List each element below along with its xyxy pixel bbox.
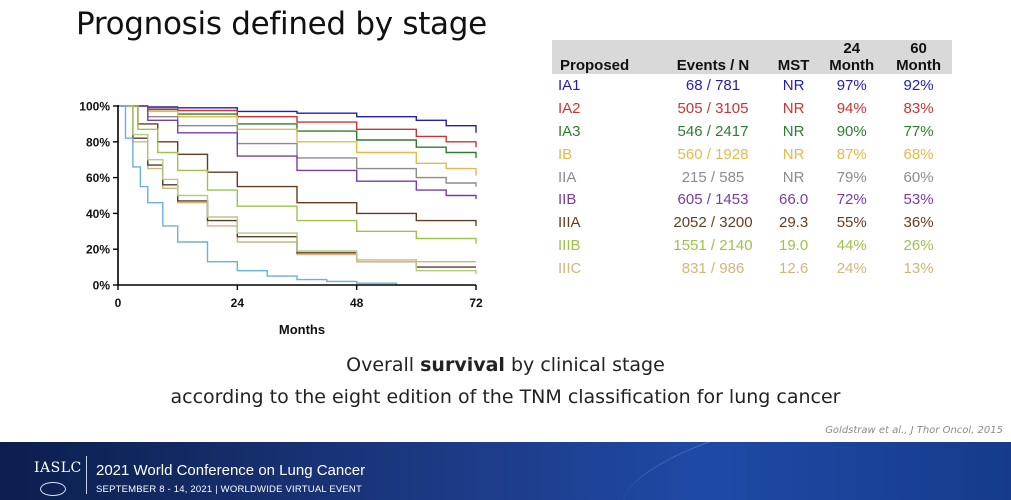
y-tick-label: 40% bbox=[86, 207, 110, 221]
table-body: IA1 68 / 781 NR 97% 92% IA2 505 / 3105 NR 94% 83%… bbox=[552, 74, 952, 280]
survival-curve-12 bbox=[118, 105, 398, 285]
caption-line-1: Overall survival by clinical stage bbox=[0, 354, 1011, 376]
org-logo-text: IASLC bbox=[34, 460, 82, 476]
table-row: IA2 505 / 3105 NR 94% 83% bbox=[552, 97, 952, 120]
table-cell-stage: IIIA bbox=[558, 214, 581, 232]
table-cell-m24: 94% bbox=[836, 99, 867, 117]
table-cell-mst: 12.6 bbox=[778, 260, 809, 278]
table-cell-mst: NR bbox=[782, 99, 805, 117]
footer-divider bbox=[86, 456, 87, 494]
table-cell-m24: 79% bbox=[836, 168, 867, 186]
y-tick-label: 60% bbox=[86, 171, 110, 185]
table-cell-mst: 19.0 bbox=[778, 237, 809, 255]
table-cell-m60: 26% bbox=[903, 237, 934, 255]
table-cell-m60: 60% bbox=[903, 168, 934, 186]
y-tick-label: 80% bbox=[86, 135, 110, 149]
survival-curve-2 bbox=[118, 105, 477, 148]
table-cell-m60: 77% bbox=[903, 122, 934, 140]
table-cell-m24: 97% bbox=[836, 76, 867, 94]
table-cell-m60: 13% bbox=[903, 260, 934, 278]
caption-suffix: by clinical stage bbox=[504, 354, 665, 376]
globe-icon bbox=[40, 482, 66, 496]
table-header-3: MST bbox=[768, 40, 819, 74]
table-cell-m24: 24% bbox=[836, 260, 867, 278]
table-row: IB 560 / 1928 NR 87% 68% bbox=[552, 143, 952, 166]
survival-curve-7 bbox=[118, 105, 477, 226]
x-tick-label: 0 bbox=[115, 296, 122, 310]
y-tick-label: 0% bbox=[93, 279, 111, 293]
table-cell-stage: IA2 bbox=[558, 99, 581, 117]
table-cell-events-n: 605 / 1453 bbox=[677, 191, 749, 209]
footer-banner: IASLC 2021 World Conference on Lung Canc… bbox=[0, 442, 1011, 500]
conference-title: 2021 World Conference on Lung Cancer bbox=[96, 462, 366, 479]
table-row: IA1 68 / 781 NR 97% 92% bbox=[552, 74, 952, 97]
table-cell-events-n: 215 / 585 bbox=[681, 168, 745, 186]
survival-curve-11 bbox=[118, 105, 477, 275]
table-cell-events-n: 546 / 2417 bbox=[677, 122, 749, 140]
table-row: IA3 546 / 2417 NR 90% 77% bbox=[552, 120, 952, 143]
table-cell-mst: NR bbox=[782, 145, 805, 163]
table-header-row: Proposed Events / N MST 24 Month 60 Month bbox=[552, 40, 952, 74]
table-cell-events-n: 505 / 3105 bbox=[677, 99, 749, 117]
table-cell-m24: 55% bbox=[836, 214, 867, 232]
y-tick-label: 100% bbox=[79, 100, 110, 114]
x-tick-label: 24 bbox=[231, 296, 245, 310]
caption-line-2: according to the eight edition of the TN… bbox=[170, 386, 841, 408]
table-row: IIIB 1551 / 2140 19.0 44% 26% bbox=[552, 234, 952, 257]
table-row: IIIA 2052 / 3200 29.3 55% 36% bbox=[552, 211, 952, 234]
y-tick-label: 20% bbox=[86, 243, 110, 257]
survival-curve-1 bbox=[118, 105, 477, 133]
survival-curve-4 bbox=[118, 105, 477, 176]
table-cell-m60: 36% bbox=[903, 214, 934, 232]
table-cell-m24: 90% bbox=[836, 122, 867, 140]
table-cell-events-n: 2052 / 3200 bbox=[673, 214, 753, 232]
table-cell-m60: 83% bbox=[903, 99, 934, 117]
x-tick-label: 72 bbox=[469, 296, 483, 310]
table-header-1: Proposed bbox=[552, 40, 658, 74]
table-cell-stage: IB bbox=[558, 145, 573, 163]
table-cell-m24: 44% bbox=[836, 237, 867, 255]
table-cell-stage: IA1 bbox=[558, 76, 581, 94]
table-cell-mst: 66.0 bbox=[778, 191, 809, 209]
table-cell-mst: NR bbox=[782, 76, 805, 94]
stage-survival-table: Proposed Events / N MST 24 Month 60 Month IA1 6… bbox=[552, 40, 952, 280]
citation: Goldstraw et al., J Thor Oncol, 2015 bbox=[825, 425, 1003, 436]
chart-axes bbox=[117, 105, 476, 286]
table-cell-stage: IIIB bbox=[558, 237, 581, 255]
table-cell-m24: 72% bbox=[836, 191, 867, 209]
caption-prefix: Overall bbox=[346, 354, 421, 376]
plot-lines bbox=[118, 105, 477, 285]
table-cell-events-n: 68 / 781 bbox=[685, 76, 741, 94]
table-cell-stage: IIB bbox=[558, 191, 577, 209]
caption-emphasis: survival bbox=[420, 354, 505, 376]
table-row: IIIC 831 / 986 12.6 24% 13% bbox=[552, 257, 952, 280]
x-axis-ticks: 0 24 48 72 bbox=[115, 285, 483, 310]
table-cell-m60: 68% bbox=[903, 145, 934, 163]
table-header-4: 24 Month bbox=[818, 40, 886, 74]
table-cell-m60: 53% bbox=[903, 191, 934, 209]
x-tick-label: 48 bbox=[350, 296, 364, 310]
conference-dates: SEPTEMBER 8 - 14, 2021 | WORLDWIDE VIRTU… bbox=[96, 484, 362, 495]
table-cell-mst: 29.3 bbox=[778, 214, 809, 232]
y-axis-ticks: 0% 20% 40% 60% 80% 100% bbox=[79, 100, 118, 293]
survival-curve-6 bbox=[118, 105, 477, 200]
table-cell-m24: 87% bbox=[836, 145, 867, 163]
table-cell-mst: NR bbox=[782, 168, 805, 186]
table-header-2: Events / N bbox=[657, 40, 769, 74]
table-cell-events-n: 831 / 986 bbox=[681, 260, 745, 278]
survival-curve-8 bbox=[118, 105, 477, 244]
table-cell-events-n: 560 / 1928 bbox=[677, 145, 749, 163]
table-cell-stage: IA3 bbox=[558, 122, 581, 140]
table-cell-stage: IIIC bbox=[558, 260, 582, 278]
table-cell-stage: IIA bbox=[558, 168, 577, 186]
slide-title: Prognosis defined by stage bbox=[76, 6, 487, 42]
table-cell-events-n: 1551 / 2140 bbox=[673, 237, 753, 255]
table-cell-m60: 92% bbox=[903, 76, 934, 94]
table-cell-mst: NR bbox=[782, 122, 805, 140]
table-row: IIA 215 / 585 NR 79% 60% bbox=[552, 166, 952, 189]
x-axis-label: Months bbox=[279, 322, 325, 337]
survival-chart: 0% 20% 40% 60% 80% 100% 0 24 48 72 Months bbox=[79, 100, 483, 338]
table-row: IIB 605 / 1453 66.0 72% 53% bbox=[552, 188, 952, 211]
table-header-5: 60 Month bbox=[885, 40, 952, 74]
